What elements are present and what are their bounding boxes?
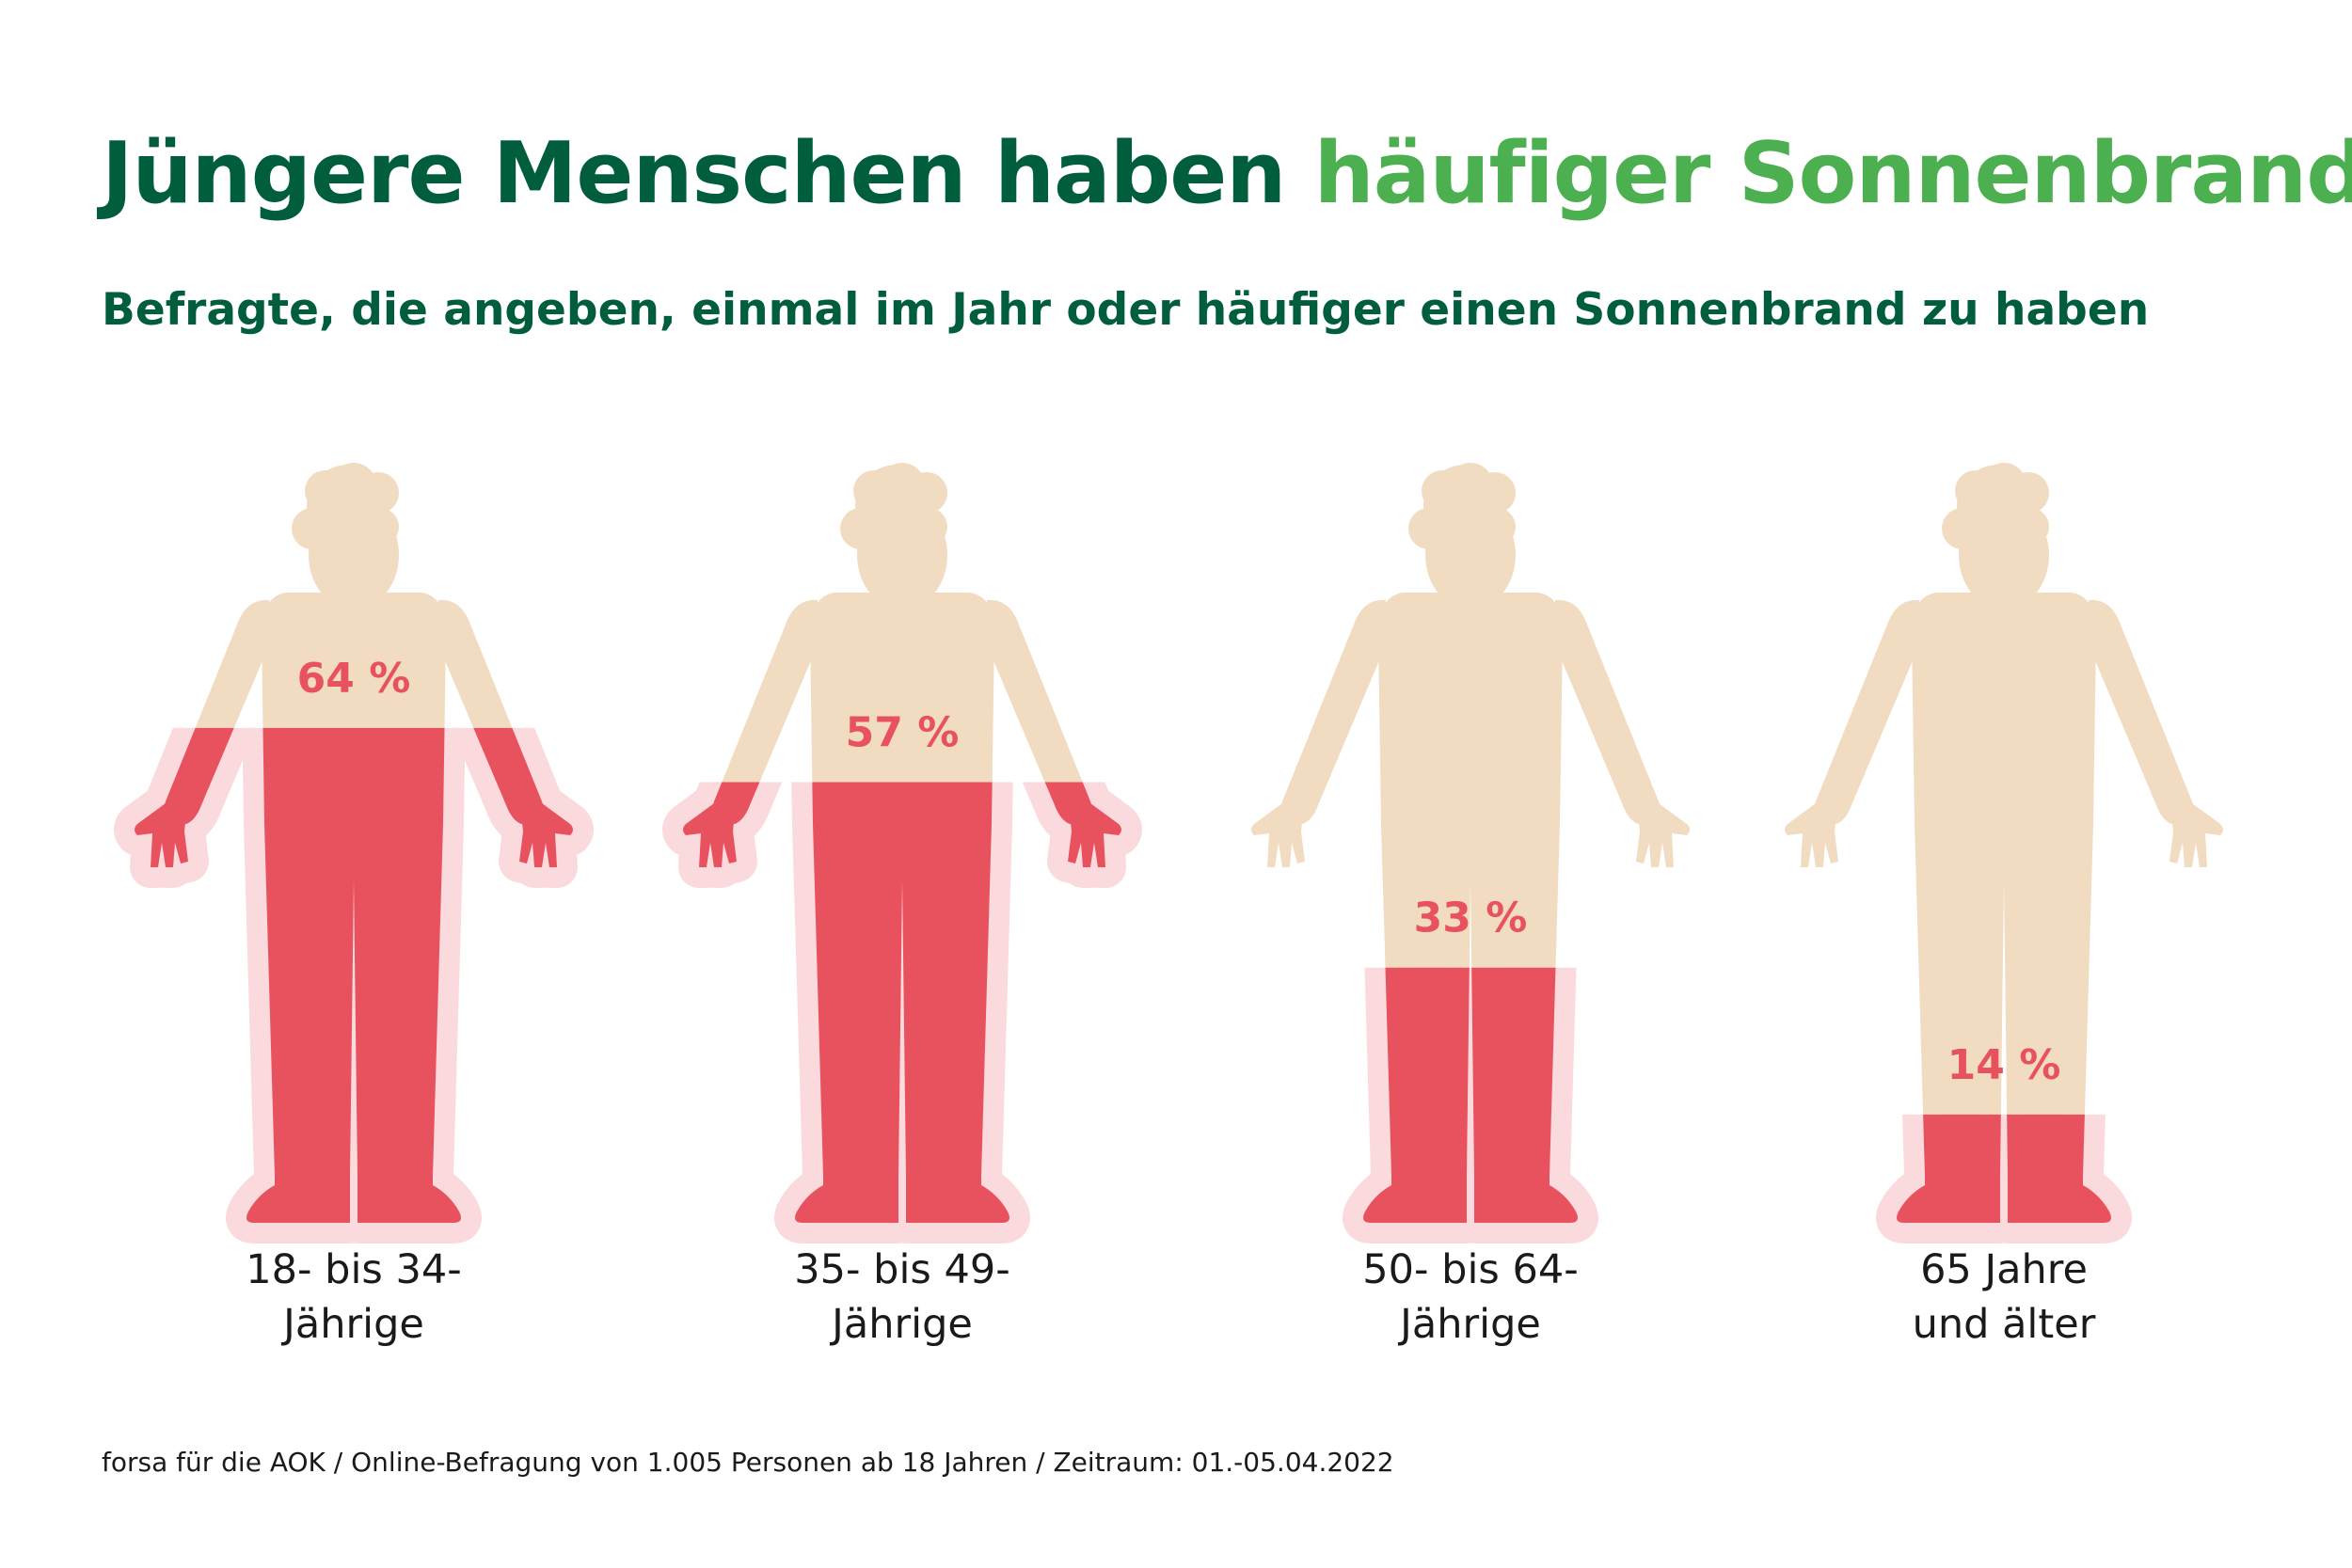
figure-3 bbox=[1251, 463, 1690, 1243]
value-label: 33 % bbox=[1414, 895, 1528, 942]
category-label: 50- bis 64- Jährige bbox=[1362, 1246, 1578, 1348]
category-label: 18- bis 34- Jährige bbox=[246, 1246, 461, 1348]
value-label: 57 % bbox=[846, 708, 960, 756]
burn-bar bbox=[1363, 967, 1578, 1223]
value-label: 14 % bbox=[1947, 1041, 2061, 1089]
category-label: 65 Jahre und älter bbox=[1913, 1246, 2096, 1348]
figure-silhouette bbox=[1785, 463, 2223, 1223]
category-label-line: und älter bbox=[1913, 1301, 2096, 1348]
figure-4 bbox=[1785, 463, 2223, 1243]
category-label-line: Jährige bbox=[280, 1301, 424, 1348]
title-part-dark: Jüngere Menschen haben bbox=[102, 124, 1286, 223]
burn-bar bbox=[1897, 1114, 2111, 1223]
category-label-line: 65 Jahre bbox=[1920, 1246, 2088, 1293]
figure-2 bbox=[662, 463, 1142, 1243]
chart-subtitle: Befragte, die angeben, einmal im Jahr od… bbox=[102, 284, 2150, 336]
category-label-line: 50- bis 64- bbox=[1362, 1246, 1578, 1293]
source-note: forsa für die AOK / Online-Befragung von… bbox=[102, 1447, 1394, 1478]
category-label-line: 18- bis 34- bbox=[246, 1246, 461, 1293]
burn-bar bbox=[135, 727, 573, 1223]
burn-bar bbox=[683, 782, 1121, 1223]
title-part-accent: häufiger Sonnenbrand bbox=[1313, 124, 2352, 223]
category-label: 35- bis 49- Jährige bbox=[794, 1246, 1009, 1348]
chart-title: Jüngere Menschen haben häufiger Sonnenbr… bbox=[102, 124, 2352, 223]
category-label-line: Jährige bbox=[829, 1301, 973, 1348]
figure-1 bbox=[114, 463, 594, 1243]
category-label-line: Jährige bbox=[1397, 1301, 1541, 1348]
value-label: 64 % bbox=[297, 655, 411, 703]
category-label-line: 35- bis 49- bbox=[794, 1246, 1009, 1293]
